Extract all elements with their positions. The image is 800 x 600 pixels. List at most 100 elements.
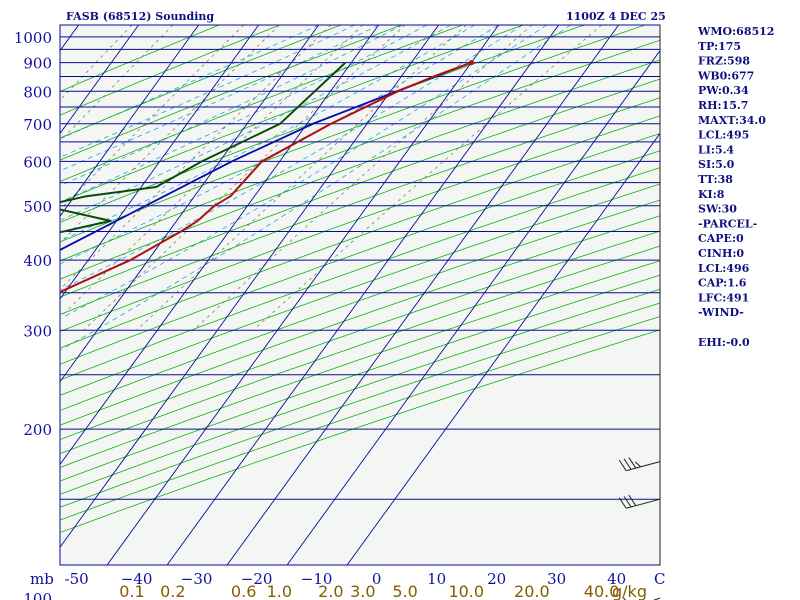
moist-adiabat — [60, 25, 571, 351]
dry-adiabat — [60, 115, 660, 332]
dry-adiabat — [60, 245, 660, 455]
plot-background — [59, 24, 661, 566]
mixing-ratio-label: 0.6 — [231, 582, 256, 600]
pressure-tick-label: 100 — [23, 590, 52, 600]
isotherm — [106, 25, 499, 565]
stat-line: CAP:1.6 — [698, 277, 747, 290]
stat-line: KI:8 — [698, 188, 725, 201]
stat-line: LCL:496 — [698, 262, 750, 275]
moist-adiabat — [60, 25, 451, 221]
mixing-ratio-line — [60, 25, 133, 101]
moist-adiabat — [60, 25, 475, 242]
isotherm — [346, 132, 660, 565]
pressure-tick-label: 400 — [23, 252, 52, 270]
x-axis-unit: C — [654, 570, 665, 588]
temp-tick-label: 30 — [547, 570, 566, 588]
pressure-tick-label: 200 — [23, 421, 52, 439]
stat-line: CINH:0 — [698, 247, 744, 260]
temperature-line — [60, 61, 472, 294]
isotherm — [60, 25, 199, 217]
temp-tick-label: −40 — [121, 570, 153, 588]
wind-barb-flag — [618, 459, 627, 471]
temp-tick-label: −20 — [241, 570, 273, 588]
stat-line: TP:175 — [698, 40, 741, 53]
mixing-ratio-line — [60, 25, 244, 211]
dry-adiabat — [60, 78, 660, 298]
pressure-tick-label: 900 — [23, 55, 52, 73]
dry-adiabat — [60, 133, 660, 349]
isotherm — [0, 25, 19, 598]
mixing-ratio-line — [252, 25, 602, 331]
isotherm — [60, 25, 259, 300]
isotherm — [60, 25, 319, 383]
dry-adiabat — [60, 274, 660, 482]
temp-tick-label: 0 — [372, 570, 382, 588]
mixing-ratio-label: 5.0 — [392, 582, 417, 600]
pressure-tick-label: 500 — [23, 198, 52, 216]
dry-adiabat — [60, 25, 281, 116]
pressure-tick-label: 300 — [23, 322, 52, 340]
stat-line: PW:0.34 — [698, 84, 749, 97]
temp-tick-label: −30 — [181, 570, 213, 588]
wind-barb — [618, 457, 661, 472]
dry-adiabat — [60, 39, 660, 262]
mixing-ratio-label: 10.0 — [448, 582, 484, 600]
stat-line: LFC:491 — [698, 291, 749, 304]
temp-tick-label: 40 — [607, 570, 626, 588]
moist-adiabat — [60, 25, 427, 203]
pressure-tick-label: 700 — [23, 116, 52, 134]
mixing-ratio-label: 20.0 — [514, 582, 550, 600]
moist-adiabat — [60, 25, 355, 158]
stat-line: MAXT:34.0 — [698, 114, 766, 127]
dry-adiabat — [60, 316, 660, 521]
dry-adiabat — [60, 97, 660, 315]
mixing-ratio-label: 0.1 — [119, 582, 144, 600]
stat-line: RH:15.7 — [698, 99, 748, 112]
isotherm — [166, 25, 559, 565]
dry-adiabat — [60, 215, 660, 426]
stat-line: -WIND- — [698, 306, 744, 319]
stat-line: LI:5.4 — [698, 143, 734, 156]
pressure-tick-label: 1000 — [14, 29, 52, 47]
wind-barb — [618, 494, 661, 509]
stat-line: CAPE:0 — [698, 232, 744, 245]
dry-adiabat — [60, 59, 660, 280]
mixing-ratio-line — [60, 25, 174, 142]
mixing-ratio-line — [60, 25, 364, 318]
wind-barb-flag — [623, 496, 632, 508]
mixing-ratio-label: 40.0 — [584, 582, 620, 600]
stat-line: LCL:495 — [698, 129, 749, 142]
dry-adiabat — [60, 230, 660, 441]
stat-line: TT:38 — [698, 173, 733, 186]
stat-line: WB0:677 — [697, 69, 754, 82]
mixing-ratio-line — [60, 25, 280, 244]
isotherm — [60, 25, 439, 549]
temp-tick-label: −10 — [301, 570, 333, 588]
dry-adiabat — [60, 199, 660, 411]
mixing-ratio-line — [193, 25, 533, 331]
wind-barb-flag — [628, 457, 637, 469]
pressure-tick-label: 600 — [23, 153, 52, 171]
parcel-trace — [60, 61, 472, 251]
stat-line: SI:5.0 — [698, 158, 735, 171]
temp-tick-label: 10 — [427, 570, 446, 588]
dry-adiabat — [60, 25, 463, 183]
pressure-tick-label: 800 — [23, 83, 52, 101]
dewpoint-line — [60, 61, 347, 234]
chart-title: FASB (68512) Sounding — [66, 10, 214, 23]
mixing-ratio-label: 3.0 — [350, 582, 375, 600]
dry-adiabat — [60, 288, 660, 495]
dry-adiabat — [60, 25, 220, 92]
stat-line: -PARCEL- — [698, 217, 757, 230]
isotherm — [226, 25, 619, 565]
valid-time: 1100Z 4 DEC 25 — [566, 10, 666, 23]
moist-adiabat — [60, 25, 523, 291]
wind-barb-flag — [623, 458, 632, 470]
stat-line: EHI:-0.0 — [698, 336, 750, 349]
mixing-ratio-line — [60, 25, 332, 290]
mixing-ratio-label: 0.2 — [160, 582, 185, 600]
isotherm — [286, 49, 660, 565]
mixing-ratio-label: 1.0 — [267, 582, 292, 600]
stat-line: SW:30 — [698, 203, 737, 216]
